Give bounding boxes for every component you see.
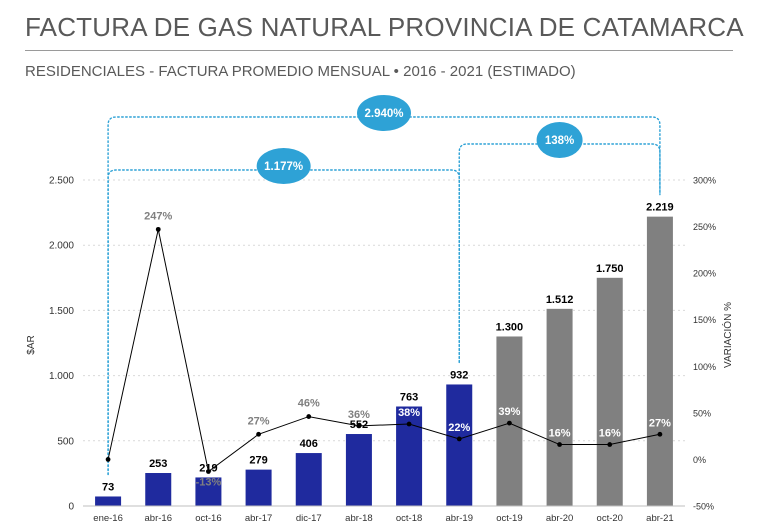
variation-value-label: 22% [448, 422, 470, 434]
variation-value-label: 27% [248, 415, 270, 427]
bar [295, 453, 322, 506]
annotation-bubble [256, 148, 311, 184]
variation-point [507, 420, 512, 426]
variation-point [105, 457, 111, 462]
bar [345, 434, 372, 506]
bar [646, 216, 673, 506]
data-labels: 73 253 219 279 406 552 763 932 1.300 1.512 1.750 2.… [102, 202, 674, 494]
bar-value-label: 763 [400, 392, 418, 404]
variation-point [155, 226, 161, 232]
x-tick-label: abr-20 [546, 513, 573, 524]
annotation-bubble [536, 122, 583, 158]
variation-value-label: 247% [144, 210, 172, 222]
x-tick-label: ene-16 [93, 513, 123, 524]
variation-point [657, 431, 663, 437]
bar [245, 469, 272, 506]
annotation-bubble [357, 95, 411, 131]
x-tick-label: abr-19 [446, 513, 473, 524]
bar [95, 496, 122, 506]
y2-tick-label: 250% [693, 222, 716, 232]
annotation-bubble-label: 2.940% [364, 108, 403, 120]
variation-line-series [105, 226, 663, 474]
x-tick-label: abr-21 [646, 513, 673, 524]
variation-value-label: 46% [298, 398, 320, 410]
y-tick-label: 2.500 [49, 176, 74, 187]
y2-tick-label: 0% [693, 455, 706, 465]
gridlines [83, 179, 685, 442]
variation-point [557, 442, 562, 447]
bar-value-label: 1.512 [546, 294, 574, 306]
bar-value-label: 219 [199, 462, 217, 474]
bar-value-label: 932 [450, 369, 468, 381]
y-tick-label: 1.000 [49, 371, 74, 382]
y2-tick-label: 100% [693, 362, 716, 372]
bar-value-label: 2.219 [646, 202, 674, 214]
x-tick-label: oct-18 [396, 513, 422, 524]
bar [195, 477, 222, 506]
y2-axis-title: VARIACIÓN % [721, 302, 734, 368]
y-tick-label: 0 [68, 502, 74, 513]
variation-point [356, 423, 362, 429]
x-axis: ene-16 abr-16 oct-16 abr-17 dic-17 abr-18 oct-… [83, 505, 685, 524]
bar [446, 384, 473, 506]
variation-value-label: 38% [398, 407, 420, 419]
x-tick-label: oct-20 [597, 513, 623, 524]
bar [396, 406, 423, 506]
variation-value-label: 16% [599, 428, 621, 440]
variation-point [306, 414, 312, 419]
y2-tick-label: 50% [693, 408, 711, 418]
x-tick-label: dic-17 [296, 513, 322, 524]
variation-point [607, 442, 613, 447]
annotation-bubble-label: 138% [545, 135, 574, 147]
variation-value-label: 27% [649, 417, 671, 429]
x-tick-label: abr-18 [345, 513, 372, 524]
variation-value-label: 16% [549, 428, 571, 440]
annotation-bubbles: 2.940% 1.177% 138% [256, 95, 583, 184]
annotation-bubble-label: 1.177% [264, 161, 303, 173]
variation-value-label: 36% [348, 409, 370, 421]
bar [546, 308, 573, 506]
y2-tick-label: 200% [693, 269, 716, 279]
variation-point [406, 421, 412, 427]
bar-value-label: 1.750 [596, 263, 624, 275]
page-subtitle: RESIDENCIALES - FACTURA PROMEDIO MENSUAL… [25, 63, 576, 80]
bar [596, 277, 623, 506]
y-tick-label: 2.000 [49, 241, 74, 252]
annotation-brackets [107, 116, 661, 476]
x-tick-label: oct-16 [195, 513, 221, 524]
y-tick-label: 1.500 [49, 306, 74, 317]
y-axis-title: $AR [26, 335, 37, 354]
y2-tick-label: 150% [693, 315, 716, 325]
bar-value-label: 73 [102, 481, 114, 493]
variation-point [206, 469, 211, 474]
y2-tick-label: -50% [693, 502, 714, 512]
right-axis: -50% 0% 50% 100% 150% 200% 250% 300% [693, 176, 716, 512]
bar-series [95, 216, 673, 506]
title-divider [25, 50, 733, 51]
y-tick-label: 500 [57, 436, 74, 447]
x-tick-label: abr-17 [245, 513, 272, 524]
variation-value-label: 39% [498, 406, 520, 418]
bar-value-label: 279 [249, 455, 267, 467]
variation-line [107, 229, 661, 473]
left-axis: 0 500 1.000 1.500 2.000 2.500 [49, 176, 74, 513]
variation-point [256, 431, 261, 437]
bar [145, 473, 172, 506]
bar-value-label: 1.300 [496, 321, 524, 333]
variation-point [456, 436, 462, 442]
bar-value-label: 253 [149, 458, 167, 470]
bar-value-label: 406 [300, 438, 318, 450]
page-title: FACTURA DE GAS NATURAL PROVINCIA DE CATA… [25, 12, 744, 42]
variation-value-label: -13% [196, 477, 222, 489]
y2-tick-label: 300% [693, 176, 716, 186]
x-tick-label: oct-19 [496, 513, 522, 524]
bar-value-label: 552 [350, 419, 368, 431]
x-tick-label: abr-16 [145, 513, 172, 524]
